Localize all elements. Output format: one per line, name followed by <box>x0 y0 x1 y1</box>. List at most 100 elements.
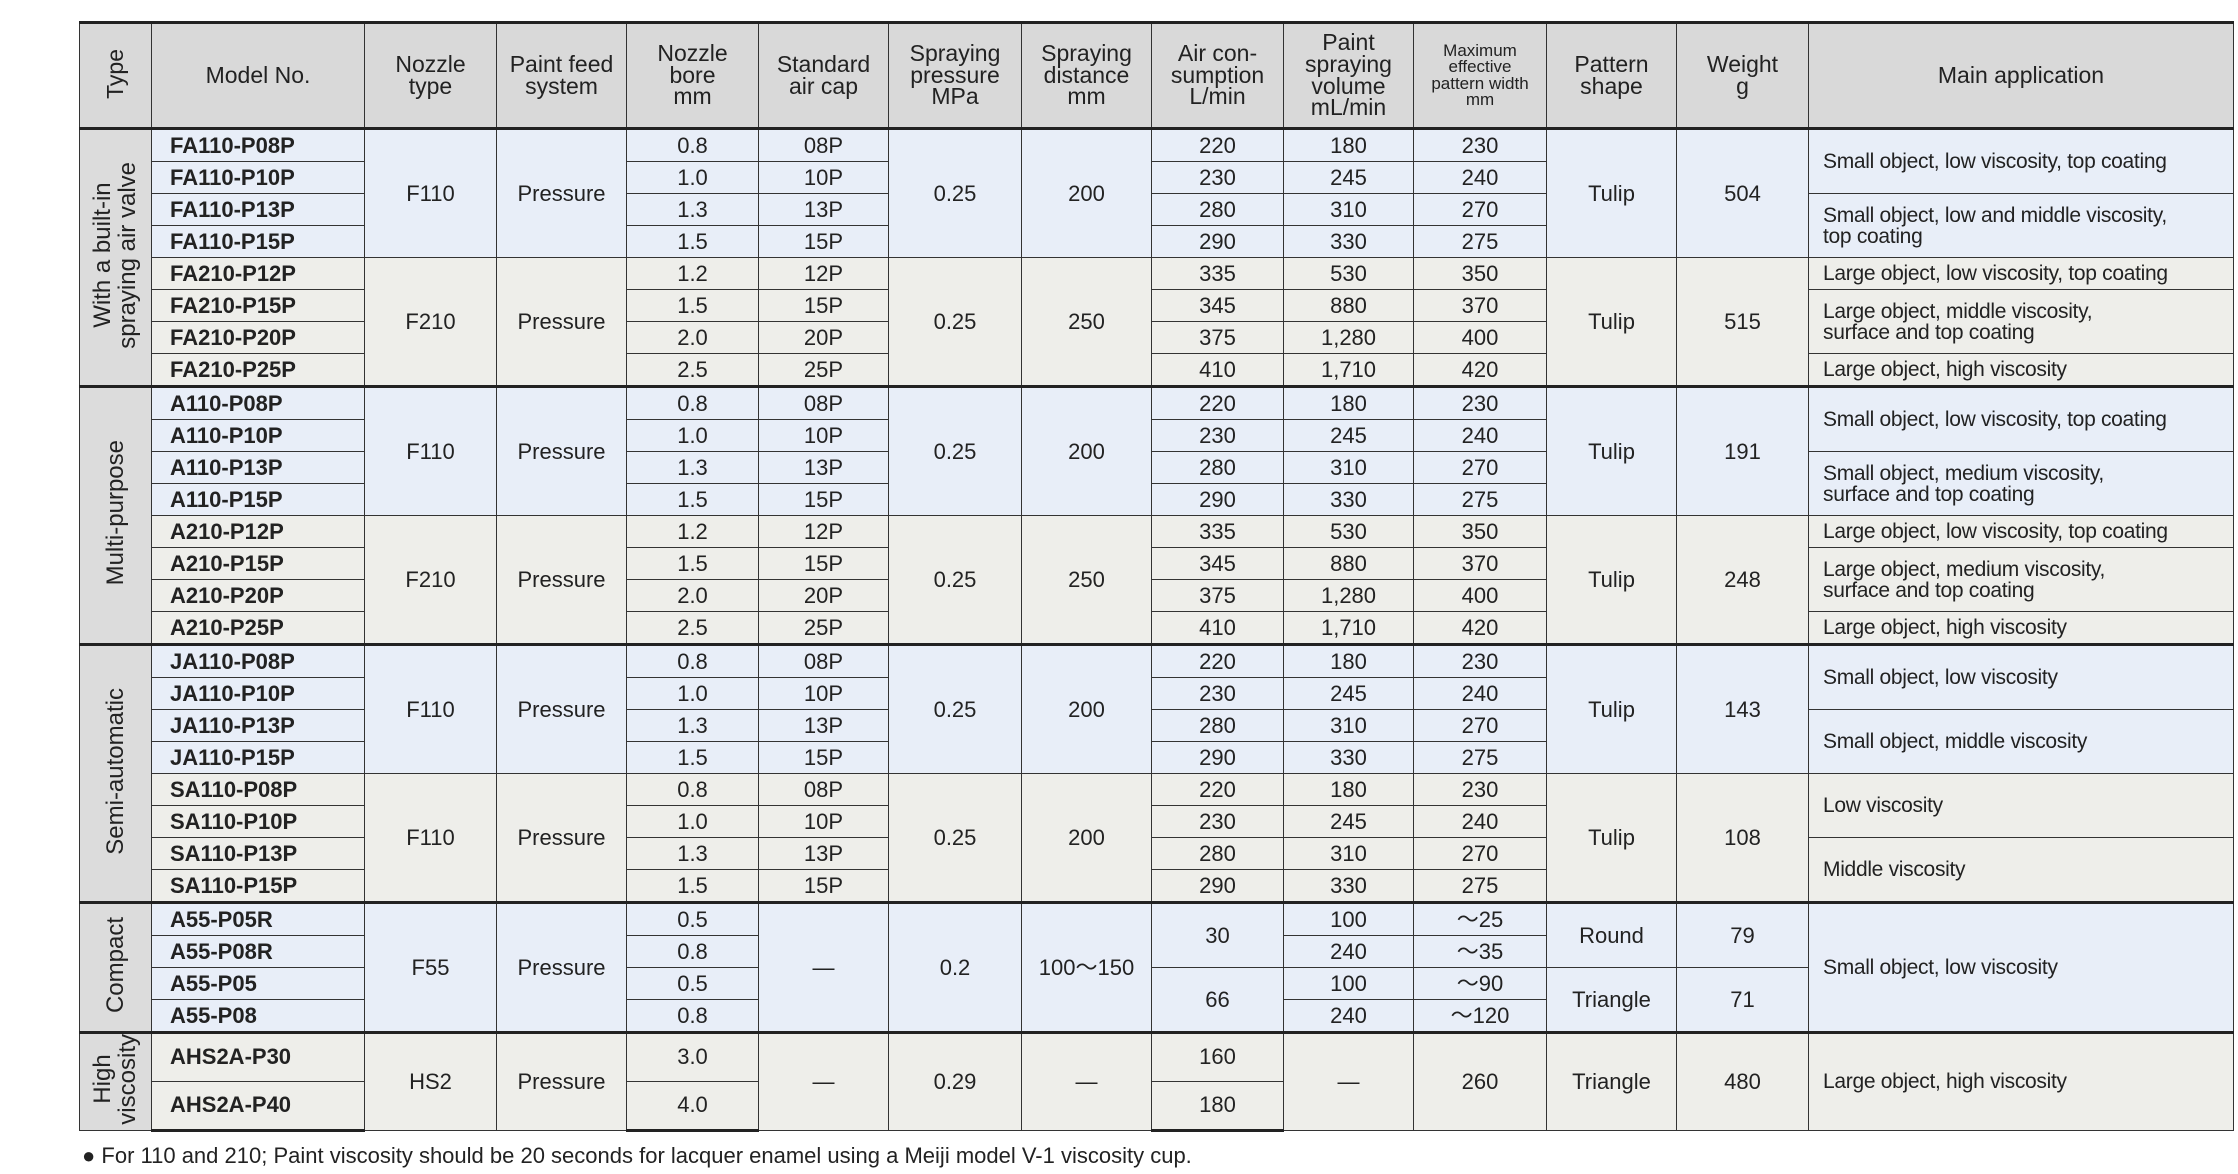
table-row: A55-P08 0.8 240 ～120 <box>80 999 2234 1033</box>
air-cap-cell: 13P <box>758 709 889 742</box>
spray-pressure-cell: 0.2 <box>888 901 1022 1033</box>
header-spray-distance: Spraying distance mm <box>1021 21 1152 130</box>
pattern-width-cell: 270 <box>1413 709 1547 742</box>
nozzle-type-cell: F110 <box>364 643 497 774</box>
nozzle-bore-cell: 3.0 <box>626 1031 759 1082</box>
spray-distance-cell: 200 <box>1021 773 1152 903</box>
air-consumption-cell: 280 <box>1151 451 1284 484</box>
table-row: SA110-P08P F110 Pressure 0.8 08P 0.25 200 220 18… <box>80 773 2234 903</box>
spray-volume-cell: 180 <box>1283 385 1414 420</box>
nozzle-bore-cell: 1.0 <box>626 161 759 194</box>
weight-cell: 108 <box>1676 773 1809 903</box>
spray-volume-cell: 240 <box>1283 999 1414 1033</box>
nozzle-bore-cell: 1.5 <box>626 547 759 580</box>
model-no-cell: A210-P12P <box>151 515 365 548</box>
spray-volume-cell: 880 <box>1283 289 1414 322</box>
pattern-width-cell: 370 <box>1413 289 1547 322</box>
model-no-cell: A210-P25P <box>151 611 365 645</box>
air-consumption-cell: 290 <box>1151 869 1284 903</box>
model-no-cell: SA110-P13P <box>151 837 365 870</box>
air-consumption-cell: 230 <box>1151 419 1284 452</box>
air-cap-cell: 10P <box>758 161 889 194</box>
nozzle-bore-cell: 1.3 <box>626 709 759 742</box>
air-cap-cell: 15P <box>758 225 889 258</box>
pattern-width-cell: 270 <box>1413 451 1547 484</box>
pattern-width-cell: 275 <box>1413 483 1547 516</box>
table-row: FA210-P25P 2.5 25P 410 1,710 420 Large object,… <box>80 353 2234 387</box>
pattern-width-cell: 275 <box>1413 225 1547 258</box>
paint-feed-cell: Pressure <box>496 1031 627 1131</box>
table-row: Semi-automatic JA110-P08P F110 Pressure 0.8 0… <box>79 643 2234 903</box>
header-air-cap: Standard air cap <box>758 21 889 130</box>
model-no-cell: FA110-P13P <box>151 193 365 226</box>
model-no-cell: FA110-P08P <box>151 127 365 162</box>
pattern-shape-cell: Triangle <box>1546 1031 1677 1131</box>
type-cell: Compact <box>79 901 152 1033</box>
pattern-shape-cell: Tulip <box>1546 515 1677 645</box>
table-body: With a built-in spraying air valve FA110-… <box>79 127 2234 1132</box>
weight-cell: 504 <box>1676 127 1809 258</box>
main-application-cell: Small object, low viscosity, top coating <box>1808 127 2234 194</box>
model-no-cell: A55-P05 <box>151 967 365 1000</box>
pattern-width-cell: ～120 <box>1413 999 1547 1033</box>
spray-distance-cell: 100～150 <box>1021 901 1152 1033</box>
weight-cell: 191 <box>1676 385 1809 516</box>
type-cell: High viscosity <box>79 1031 152 1131</box>
model-no-cell: SA110-P15P <box>151 869 365 903</box>
type-text: With a built-in spraying air valve <box>89 161 142 349</box>
spray-pressure-cell: 0.25 <box>888 515 1022 645</box>
air-cap-cell: 12P <box>758 515 889 548</box>
pattern-shape-cell: Tulip <box>1546 773 1677 903</box>
air-consumption-cell: 280 <box>1151 837 1284 870</box>
nozzle-bore-cell: 1.0 <box>626 419 759 452</box>
header-model-no: Model No. <box>151 21 365 130</box>
pattern-width-cell: 260 <box>1413 1031 1547 1131</box>
pattern-width-cell: 270 <box>1413 193 1547 226</box>
air-cap-cell: 15P <box>758 289 889 322</box>
air-consumption-cell: 345 <box>1151 547 1284 580</box>
air-cap-cell: 10P <box>758 419 889 452</box>
table-row: A55-P08R 0.8 240 ～35 <box>80 935 2234 968</box>
air-consumption-cell: 160 <box>1151 1031 1284 1082</box>
air-cap-cell: 10P <box>758 677 889 710</box>
nozzle-bore-cell: 0.8 <box>626 935 759 968</box>
table-row: SA110-P10P 1.0 10P 230 245 240 <box>80 805 2234 838</box>
air-consumption-cell: 220 <box>1151 385 1284 420</box>
model-no-cell: FA210-P20P <box>151 321 365 354</box>
spray-pressure-cell: 0.25 <box>888 773 1022 903</box>
main-application-cell: Large object, medium viscosity, surface … <box>1808 547 2234 612</box>
pattern-width-cell: 400 <box>1413 579 1547 612</box>
air-consumption-cell: 230 <box>1151 677 1284 710</box>
header-spray-pressure: Spraying pressure MPa <box>888 21 1022 130</box>
table-row: JA110-P15P 1.5 15P 290 330 275 <box>80 741 2234 774</box>
pattern-shape-cell: Tulip <box>1546 385 1677 516</box>
nozzle-type-cell: F110 <box>364 773 497 903</box>
weight-cell: 480 <box>1676 1031 1809 1131</box>
main-application-cell: Large object, middle viscosity, surface … <box>1808 289 2234 354</box>
air-cap-cell: 08P <box>758 127 889 162</box>
nozzle-bore-cell: 0.8 <box>626 643 759 678</box>
table-row: FA210-P15P 1.5 15P 345 880 370 Large object, m… <box>80 289 2234 354</box>
header-paint-feed: Paint feed system <box>496 21 627 130</box>
pattern-width-cell: ～25 <box>1413 901 1547 936</box>
type-cell: Multi-purpose <box>79 385 152 645</box>
air-consumption-cell: 220 <box>1151 127 1284 162</box>
air-consumption-cell: 220 <box>1151 643 1284 678</box>
table-row: SA110-P13P 1.3 13P 280 310 270 Middle viscosit… <box>80 837 2234 903</box>
table-row: Multi-purpose A110-P08P F110 Pressure 0.8 08P… <box>79 385 2234 645</box>
spray-volume-cell: 530 <box>1283 257 1414 290</box>
spray-volume-cell: 330 <box>1283 741 1414 774</box>
spray-pressure-cell: 0.25 <box>888 643 1022 774</box>
model-no-cell: SA110-P10P <box>151 805 365 838</box>
paint-feed-cell: Pressure <box>496 385 627 516</box>
nozzle-bore-cell: 1.0 <box>626 805 759 838</box>
nozzle-type-cell: F210 <box>364 257 497 387</box>
model-no-cell: A55-P08 <box>151 999 365 1033</box>
pattern-shape-cell: Tulip <box>1546 643 1677 774</box>
header-spray-volume: Paint spraying volume mL/min <box>1283 21 1414 130</box>
model-no-cell: A55-P05R <box>151 901 365 936</box>
table-row: FA110-P13P 1.3 13P 280 310 270 Small object, l… <box>80 193 2234 258</box>
model-no-cell: SA110-P08P <box>151 773 365 806</box>
air-cap-cell: 15P <box>758 869 889 903</box>
main-application-cell: Large object, high viscosity <box>1808 1031 2234 1131</box>
